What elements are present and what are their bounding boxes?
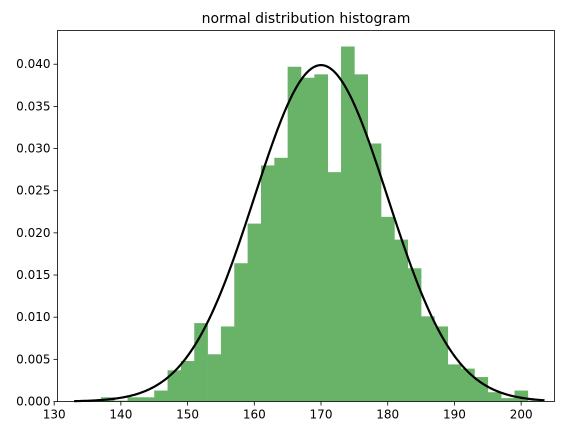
histogram-bar <box>167 370 182 402</box>
histogram-bar <box>247 223 262 402</box>
histogram-bar <box>487 392 502 402</box>
x-tick-label: 150 <box>176 408 199 422</box>
y-tick-label: 0.030 <box>16 142 50 156</box>
histogram-bar <box>421 316 435 402</box>
curve-layer <box>74 64 545 403</box>
histogram-bar <box>154 390 168 402</box>
chart-title: normal distribution histogram <box>202 11 411 27</box>
histogram-bar <box>300 77 315 402</box>
histogram-bar <box>207 354 222 402</box>
y-tick-label: 0.020 <box>16 226 50 240</box>
histogram-bar <box>461 368 475 402</box>
y-tick-label: 0.000 <box>16 395 50 409</box>
histogram-bar <box>527 400 542 402</box>
histogram-bar <box>114 400 128 402</box>
histogram-bar <box>447 364 462 402</box>
y-tick-label: 0.015 <box>16 268 50 282</box>
histogram-bar <box>260 165 275 402</box>
histogram-bar <box>514 390 529 402</box>
histogram-bar <box>394 239 409 402</box>
histogram-bar <box>501 398 515 402</box>
histogram-bar <box>274 157 288 402</box>
histogram-bar <box>367 143 382 402</box>
y-tick-label: 0.040 <box>16 57 50 71</box>
histogram-bar <box>314 74 328 402</box>
x-tick-label: 200 <box>510 408 533 422</box>
normal-pdf-curve <box>74 64 545 403</box>
y-tick-label: 0.035 <box>16 99 50 113</box>
y-tick-label: 0.005 <box>16 352 50 366</box>
histogram-bar <box>474 377 489 402</box>
histogram-bar <box>381 216 395 402</box>
x-tick-label: 170 <box>310 408 333 422</box>
histogram-bar <box>354 74 369 402</box>
histogram-bar <box>234 263 248 402</box>
histogram-bar <box>407 268 422 402</box>
x-tick-label: 130 <box>43 408 66 422</box>
histogram-bar <box>220 326 235 402</box>
histogram-bar <box>180 361 195 402</box>
x-tick-label: 160 <box>243 408 266 422</box>
histogram-bar <box>140 397 155 402</box>
y-tick-label: 0.025 <box>16 184 50 198</box>
histogram-bar <box>341 46 355 402</box>
y-axis: 0.000 0.005 0.010 0.015 0.020 0.025 0.030 0.035… <box>16 57 58 409</box>
x-axis: 130 140 150 160 170 180 190 200 <box>43 401 533 422</box>
histogram-bar <box>327 172 342 402</box>
x-tick-label: 140 <box>109 408 132 422</box>
y-tick-label: 0.010 <box>16 310 50 324</box>
x-tick-label: 190 <box>443 408 466 422</box>
histogram-bar <box>434 326 449 402</box>
histogram-bar <box>127 397 142 402</box>
histogram-bar <box>287 66 302 402</box>
plot-frame <box>57 30 555 402</box>
histogram-bars <box>74 46 542 402</box>
x-tick-label: 180 <box>376 408 399 422</box>
